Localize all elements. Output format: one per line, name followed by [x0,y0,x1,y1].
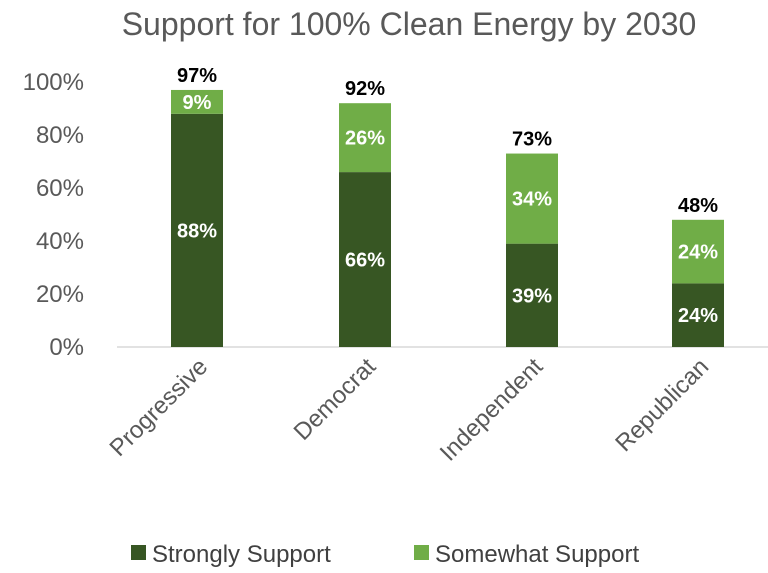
bar-somewhat-independent [506,153,558,244]
bar-strongly-independent [506,243,558,347]
total-label: 97% [177,65,217,87]
y-tick-label: 60% [36,175,84,202]
bar-strongly-republican [672,283,724,347]
bar-somewhat-progressive [171,89,223,114]
legend-label: Strongly Support [152,541,331,568]
bar-strongly-progressive [171,113,223,347]
bar-somewhat-democrat [339,103,391,173]
bar-somewhat-republican [672,219,724,284]
x-axis: Progressive Democrat Independent Republican [105,353,715,467]
total-label: 48% [678,195,718,217]
legend: Strongly Support Somewhat Support [131,541,639,568]
data-label: 24% [678,305,718,327]
legend-swatch [131,545,146,560]
bar-strongly-democrat [339,172,391,347]
data-label: 24% [678,242,718,264]
legend-label: Somewhat Support [435,541,639,568]
y-tick-label: 40% [36,228,84,255]
chart-title: Support for 100% Clean Energy by 2030 [122,6,697,42]
data-label: 26% [345,128,385,150]
total-label: 73% [512,129,552,151]
x-tick-label: Democrat [289,353,382,446]
x-tick-label: Independent [435,353,549,467]
y-tick-label: 100% [23,69,84,96]
total-label: 92% [345,78,385,100]
data-label: 39% [512,285,552,307]
data-label: 88% [177,220,217,242]
x-tick-label: Progressive [105,353,214,462]
y-tick-label: 20% [36,281,84,308]
x-tick-label: Republican [610,353,714,457]
y-tick-label: 0% [49,334,84,361]
legend-swatch [414,545,429,560]
y-tick-label: 80% [36,122,84,149]
data-label: 66% [345,250,385,272]
data-label: 34% [512,189,552,211]
data-label: 9% [183,92,212,114]
bars: 88% 9% 97% 66% 26% 92% 39% 34% 73% 24% 24% 48% [171,65,724,347]
y-axis: 0% 20% 40% 60% 80% 100% [23,69,84,361]
